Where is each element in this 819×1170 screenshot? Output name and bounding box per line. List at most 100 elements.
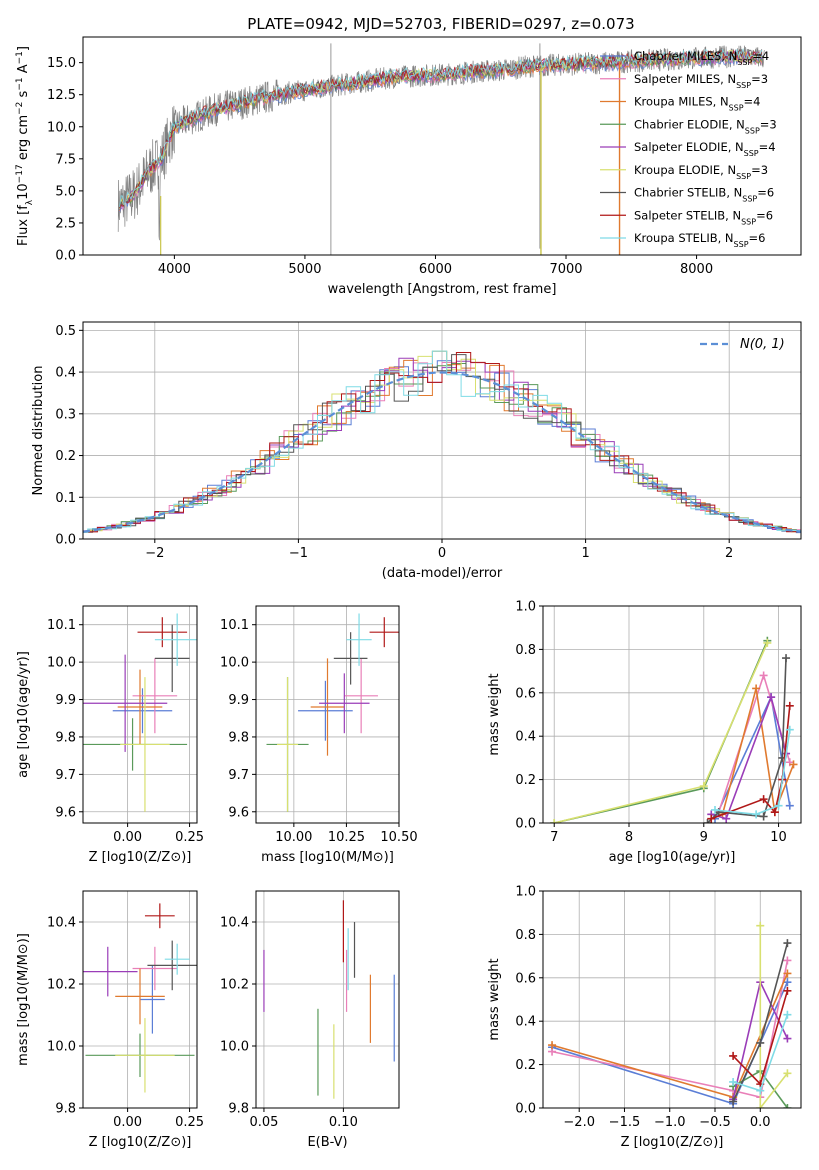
- x-tick-label: 10: [770, 830, 787, 845]
- x-axis-label: (data-model)/error: [382, 566, 503, 581]
- y-tick-label: 0.1: [55, 491, 76, 506]
- y-tick-label: 0.6: [515, 686, 536, 701]
- massweight-marker: [729, 1051, 738, 1060]
- legend-value: =4: [752, 49, 769, 63]
- massweight-marker: [789, 760, 798, 769]
- y-axis-label: Normed distribution: [31, 366, 46, 496]
- x-axis-label: mass [log10(M/M⊙)]: [261, 850, 394, 865]
- y-axis-label: mass [log10(M/M⊙)]: [16, 933, 31, 1066]
- legend-sub: SSP: [737, 58, 752, 67]
- y-tick-label: 0.4: [515, 730, 536, 745]
- massweight-marker: [707, 814, 716, 823]
- x-tick-label: −1: [289, 546, 308, 561]
- legend-value: =6: [757, 186, 774, 200]
- massweight-marker: [756, 921, 765, 930]
- x-tick-label: 0.00: [113, 1115, 142, 1130]
- x-tick-label: −1.0: [654, 1115, 686, 1130]
- y-label-part: erg cm: [16, 115, 31, 164]
- y-tick-label: 7.5: [55, 152, 76, 167]
- errorbar-area: [263, 900, 395, 1099]
- massweight-marker: [783, 956, 792, 965]
- massweight-marker: [783, 1104, 792, 1108]
- x-axis-label: wavelength [Angstrom, rest frame]: [328, 282, 557, 297]
- figure-title: PLATE=0942, MJD=52703, FIBERID=0297, z=0…: [247, 15, 634, 33]
- mass-vs-ebv-panel: 0.05 0.10 9.8 10.0 10.2 10.4 E(B-V): [220, 890, 400, 1150]
- massweight-marker: [782, 654, 791, 663]
- massweight-line: [706, 658, 787, 823]
- y-tick-label: 10.0: [220, 656, 249, 671]
- legend-entry: Kroupa STELIB, NSSP=6: [634, 231, 765, 249]
- massweight-marker: [711, 805, 719, 814]
- y-label-part: 10: [16, 183, 31, 200]
- x-axis-label: Z [log10(Z/Z⊙)]: [89, 1135, 192, 1150]
- legend-value: =6: [749, 231, 766, 245]
- y-tick-label: 9.6: [55, 805, 76, 820]
- histogram-area: [83, 350, 801, 534]
- y-tick-label: 0.3: [55, 407, 76, 422]
- y-tick-label: 10.4: [220, 916, 249, 931]
- residual-histogram: [83, 354, 801, 533]
- observed-spectrum-line: [117, 45, 765, 241]
- x-axis-label: Z [log10(Z/Z⊙)]: [621, 1135, 724, 1150]
- y-tick-label: 0.0: [515, 817, 536, 832]
- y-tick-label: 0.4: [515, 1015, 536, 1030]
- y-tick-label: 10.0: [47, 120, 76, 135]
- y-label-part: ]: [16, 46, 31, 51]
- x-axis-label: age [log10(age/yr)]: [609, 850, 736, 865]
- legend-sub: SSP: [744, 149, 759, 158]
- massweight-marker: [729, 1077, 738, 1086]
- legend-value: =3: [751, 163, 768, 177]
- y-tick-label: 10.0: [220, 1040, 249, 1055]
- x-tick-label: 2: [725, 546, 733, 561]
- y-tick-label: 0.4: [55, 366, 76, 381]
- x-tick-label: 7000: [549, 262, 582, 277]
- massweight-marker: [752, 810, 761, 819]
- y-tick-label: 9.6: [228, 805, 249, 820]
- y-label-part: −1: [15, 51, 25, 64]
- y-tick-label: 0.2: [515, 773, 536, 788]
- y-tick-label: 0.0: [55, 533, 76, 548]
- errorbar-area: [83, 903, 197, 1093]
- massweight-marker: [785, 801, 794, 810]
- x-tick-label: 5000: [288, 262, 321, 277]
- legend-entry: Chabrier ELODIE, NSSP=3: [634, 117, 777, 135]
- x-tick-label: 4000: [158, 262, 191, 277]
- age-vs-metallicity-panel: 0.00 0.25 9.6 9.7 9.8 9.9 10.0 10.1 Z [log10(Z/Z…: [16, 605, 204, 865]
- x-axis-label: Z [log10(Z/Z⊙)]: [89, 850, 192, 865]
- massweight-marker: [774, 801, 783, 810]
- legend-entry: N(0, 1): [740, 337, 785, 352]
- y-label-part: f: [16, 205, 31, 210]
- legend-sub: SSP: [742, 194, 757, 203]
- massweight-marker: [785, 701, 794, 710]
- massweight-marker: [783, 986, 792, 995]
- age-vs-mass-panel: 10.00 10.25 10.50 9.6 9.7 9.8 9.9 10.0 10.1 mass …: [220, 605, 418, 865]
- spectrum-panel: 4000 5000 6000 7000 8000 0.0 2.5 5.0 7.5 10.0 12.5…: [15, 36, 802, 297]
- axes-frame: [542, 605, 802, 824]
- y-tick-label: 9.8: [228, 1102, 249, 1117]
- legend-name: Salpeter STELIB, N: [634, 208, 741, 222]
- legend-sub: SSP: [741, 217, 756, 226]
- legend-name: Salpeter ELODIE, N: [634, 140, 744, 154]
- x-tick-label: 0: [438, 546, 446, 561]
- y-tick-label: 9.7: [228, 768, 249, 783]
- errorbar-area: [83, 613, 197, 812]
- x-tick-label: 8000: [680, 262, 713, 277]
- y-tick-label: 10.2: [220, 978, 249, 993]
- x-tick-label: 0.25: [175, 830, 204, 845]
- y-tick-label: 10.2: [47, 978, 76, 993]
- legend-value: =3: [760, 117, 777, 131]
- massweight-marker: [785, 725, 794, 734]
- legend-value: =4: [759, 140, 776, 154]
- massweight-marker: [759, 671, 768, 680]
- massweight-vs-metallicity-panel: −2.0 −1.5 −1.0 −0.5 0.0 0.0 0.2 0.4 0.6 0.8 1.0 Z […: [487, 885, 802, 1150]
- legend-sub: SSP: [745, 126, 760, 135]
- x-tick-label: 0.25: [175, 1115, 204, 1130]
- y-axis-label: mass weight: [487, 958, 502, 1040]
- x-tick-label: −2.0: [563, 1115, 595, 1130]
- legend-entry: Kroupa ELODIE, NSSP=3: [634, 163, 768, 181]
- legend-entry: Salpeter ELODIE, NSSP=4: [634, 140, 776, 158]
- legend-name: Kroupa ELODIE, N: [634, 163, 736, 177]
- massweight-marker: [763, 638, 772, 647]
- x-tick-label: 7: [550, 830, 558, 845]
